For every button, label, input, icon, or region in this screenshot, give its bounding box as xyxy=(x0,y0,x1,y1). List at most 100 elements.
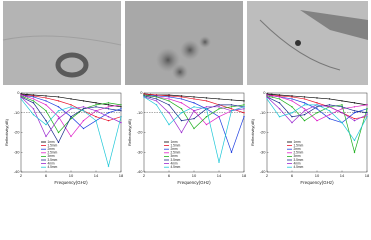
micrograph-b xyxy=(125,1,243,85)
data-point xyxy=(243,104,245,106)
data-point xyxy=(143,93,145,95)
data-point xyxy=(341,112,343,114)
data-point xyxy=(57,110,60,112)
data-point xyxy=(328,104,331,106)
data-point xyxy=(278,95,281,97)
data-point xyxy=(57,106,60,108)
legend-label: 2.5mm xyxy=(294,151,304,155)
data-point xyxy=(193,117,195,120)
legend-label: 3.5mm xyxy=(48,158,58,162)
data-point xyxy=(20,96,22,98)
data-point xyxy=(143,94,145,96)
legend-label: 3mm xyxy=(48,154,55,158)
y-tick-label: -10 xyxy=(260,110,267,115)
legend-label: 3.5mm xyxy=(171,158,181,162)
data-point xyxy=(143,96,145,98)
data-point xyxy=(107,112,110,114)
data-point xyxy=(120,121,122,124)
data-point xyxy=(155,96,158,98)
data-point xyxy=(205,108,208,110)
data-point xyxy=(82,119,85,122)
data-point xyxy=(353,139,356,142)
data-point xyxy=(278,96,281,98)
data-point xyxy=(303,98,306,100)
data-point xyxy=(328,117,331,120)
data-point xyxy=(243,116,245,118)
data-point xyxy=(168,104,170,106)
data-point xyxy=(205,100,208,102)
data-point xyxy=(180,119,183,122)
data-point xyxy=(45,123,47,126)
legend-label: 1.5mm xyxy=(48,143,58,147)
legend-label: 1mm xyxy=(48,140,55,144)
data-point xyxy=(180,131,183,134)
x-axis-label: Frequency(GHz) xyxy=(300,180,334,185)
data-point xyxy=(243,108,245,110)
data-point xyxy=(168,98,170,100)
data-point xyxy=(32,96,35,98)
data-point xyxy=(205,97,208,99)
data-point xyxy=(107,165,110,167)
data-point xyxy=(266,94,268,96)
data-point xyxy=(366,104,368,106)
x-tick-label: 14 xyxy=(340,173,345,178)
data-point xyxy=(230,99,233,101)
data-point xyxy=(278,102,281,104)
data-point xyxy=(193,106,195,108)
data-point xyxy=(70,98,72,100)
data-point xyxy=(57,100,60,102)
data-point xyxy=(266,95,268,97)
data-point xyxy=(168,95,170,97)
data-point xyxy=(316,112,318,114)
x-tick-label: 10 xyxy=(192,173,197,178)
data-point xyxy=(20,98,22,100)
data-point xyxy=(57,116,60,118)
data-point xyxy=(193,127,195,130)
data-point xyxy=(180,98,183,100)
y-tick-label: -30 xyxy=(14,149,21,154)
data-point xyxy=(45,135,47,138)
data-point xyxy=(45,95,47,97)
data-point xyxy=(303,104,306,106)
data-point xyxy=(20,95,22,97)
data-point xyxy=(32,114,35,116)
y-tick-label: -10 xyxy=(14,110,21,115)
x-tick-label: 10 xyxy=(315,173,320,178)
data-point xyxy=(82,100,85,102)
data-point xyxy=(328,110,331,112)
data-point xyxy=(218,116,220,118)
y-tick-label: -30 xyxy=(260,149,267,154)
data-point xyxy=(95,116,97,118)
data-point xyxy=(353,151,356,153)
x-tick-label: 10 xyxy=(69,173,74,178)
data-point xyxy=(107,106,110,108)
data-point xyxy=(341,104,343,106)
data-point xyxy=(180,96,183,98)
data-point xyxy=(243,112,245,114)
data-point xyxy=(32,108,35,110)
data-point xyxy=(353,119,356,122)
data-point xyxy=(70,135,72,138)
data-point xyxy=(32,102,35,104)
legend-label: 4mm xyxy=(48,161,55,165)
y-tick-label: -40 xyxy=(260,169,267,174)
data-point xyxy=(278,98,281,100)
data-point xyxy=(143,95,145,97)
x-tick-label: 14 xyxy=(94,173,99,178)
y-axis-label: Reflectivity(dB) xyxy=(127,118,132,146)
data-point xyxy=(291,95,293,97)
legend-label: 2.5mm xyxy=(48,151,58,155)
data-point xyxy=(120,106,122,108)
data-point xyxy=(180,112,183,114)
data-point xyxy=(291,100,293,102)
y-tick-label: -30 xyxy=(137,149,144,154)
y-axis-label: Reflectivity(dB) xyxy=(4,118,9,146)
data-point xyxy=(180,102,183,104)
data-point xyxy=(168,96,170,98)
data-point xyxy=(193,102,195,104)
data-point xyxy=(353,110,356,112)
data-point xyxy=(193,98,195,100)
data-point xyxy=(230,151,233,153)
data-point xyxy=(291,106,293,108)
data-point xyxy=(193,96,195,98)
